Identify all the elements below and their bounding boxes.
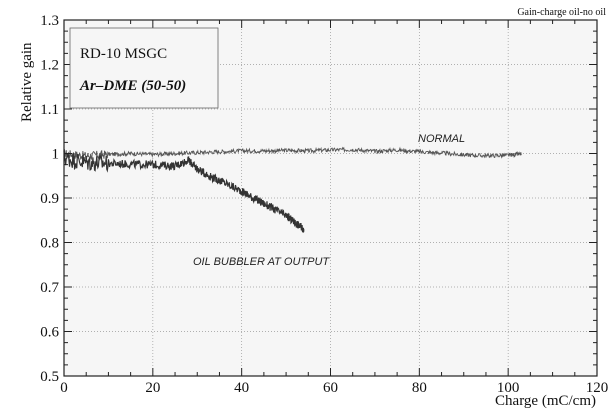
y-tick-label: 0.7 [40,280,59,296]
x-tick-label: 40 [234,380,249,396]
x-tick-label: 120 [586,380,609,396]
y-axis-title: Relative gain [19,42,35,122]
corner-note: Gain-charge oil-no oil [517,7,606,18]
y-tick-label: 1.1 [40,102,59,118]
y-tick-label: 1.3 [40,13,59,29]
tick-labels: 0 20 40 60 80 100 120 0.5 0.6 0.7 0.8 0.9 1 1.1 1.2 1.3 [40,13,608,396]
grid-lines [64,20,597,376]
x-tick-label: 80 [412,380,427,396]
detector-label: RD-10 MSGC [80,46,167,62]
series-layer [63,146,522,233]
y-tick-label: 0.5 [40,369,59,385]
x-axis-title: Charge (mC/cm) [495,393,596,409]
series-line-oil-bubbler [63,150,305,233]
y-tick-label: 1 [52,147,60,163]
x-tick-label: 60 [323,380,338,396]
annotation-normal: NORMAL [418,133,465,145]
x-tick-label: 100 [497,380,520,396]
gas-mixture-label: Ar–DME (50-50) [79,78,186,94]
info-box [69,27,219,109]
y-tick-label: 0.8 [40,236,59,252]
x-tick-label: 0 [60,380,68,396]
annotation-oil-bubbler: OIL BUBBLER AT OUTPUT [193,256,330,268]
axis-ticks [63,19,598,377]
y-tick-label: 0.6 [40,325,59,341]
y-tick-label: 1.2 [40,58,59,74]
y-tick-label: 0.9 [40,191,59,207]
series-line-normal [63,146,522,161]
x-tick-label: 20 [145,380,160,396]
